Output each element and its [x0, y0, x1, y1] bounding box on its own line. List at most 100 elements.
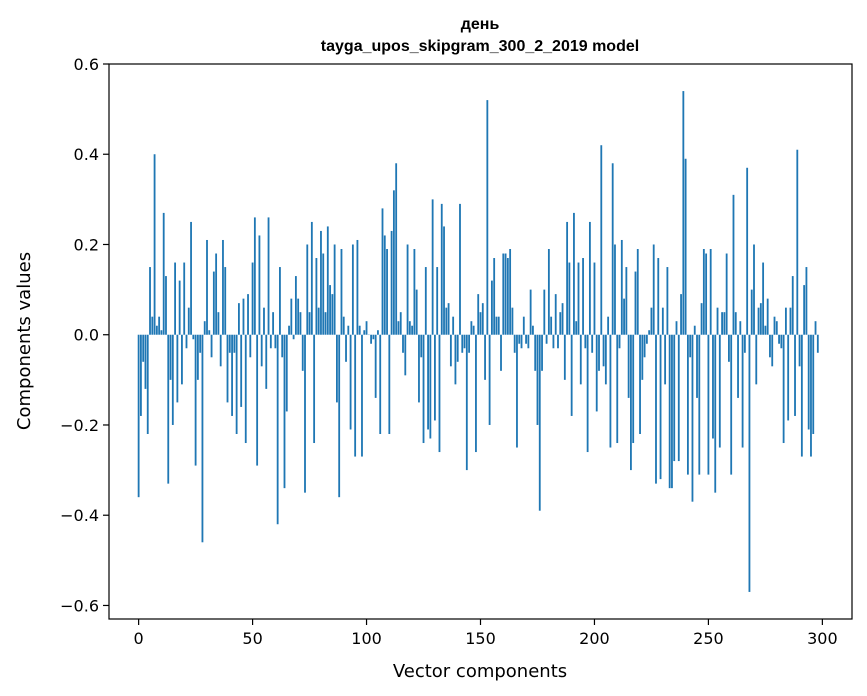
- bar: [431, 199, 434, 335]
- bar: [527, 334, 530, 349]
- bar: [557, 334, 559, 349]
- bar: [798, 334, 801, 367]
- x-tick-label: 0: [134, 629, 144, 648]
- x-tick-label: 50: [242, 629, 262, 648]
- bar: [618, 334, 621, 349]
- x-tick-label: 100: [351, 629, 382, 648]
- bar: [725, 253, 728, 335]
- bar: [258, 235, 261, 335]
- bar: [648, 330, 651, 335]
- bar: [465, 334, 468, 471]
- bar: [759, 303, 762, 335]
- bar: [534, 334, 537, 371]
- bar: [573, 212, 575, 335]
- bar: [436, 267, 439, 335]
- bar: [228, 334, 231, 353]
- bar: [490, 280, 493, 335]
- bar: [582, 258, 584, 335]
- bar: [452, 316, 455, 335]
- bar: [447, 303, 450, 335]
- bar: [728, 334, 730, 362]
- bar: [762, 262, 765, 335]
- bar: [274, 334, 277, 349]
- bar: [379, 334, 382, 434]
- bar: [522, 316, 525, 335]
- bar: [470, 321, 473, 335]
- bar: [541, 334, 543, 371]
- bar: [347, 325, 350, 335]
- bar: [413, 249, 416, 335]
- bar: [805, 267, 808, 335]
- bar: [577, 262, 580, 335]
- bar: [320, 230, 322, 335]
- bar: [495, 316, 498, 335]
- bar: [502, 253, 505, 335]
- bar: [162, 212, 165, 335]
- bar: [386, 249, 388, 335]
- bar: [183, 262, 186, 335]
- bar: [301, 334, 304, 371]
- bar: [595, 334, 598, 412]
- bar: [632, 334, 635, 444]
- bar: [219, 334, 222, 367]
- bar: [454, 334, 457, 385]
- bar: [650, 307, 653, 335]
- bar: [693, 325, 696, 335]
- bar: [484, 334, 486, 380]
- bar: [178, 280, 181, 335]
- bar: [513, 334, 516, 353]
- bar: [365, 321, 368, 335]
- bar: [356, 239, 359, 335]
- bar: [493, 258, 496, 335]
- bar: [240, 334, 243, 407]
- bar: [691, 334, 694, 502]
- bar: [165, 276, 167, 335]
- bar: [331, 294, 334, 335]
- bar: [329, 285, 331, 335]
- bar: [753, 244, 755, 335]
- bar: [714, 334, 717, 493]
- bar: [297, 298, 300, 335]
- bar: [655, 334, 657, 484]
- bar: [532, 325, 534, 335]
- bar: [253, 217, 256, 335]
- bar: [547, 249, 550, 335]
- bar: [429, 334, 432, 439]
- bar: [705, 253, 708, 335]
- bar: [244, 334, 247, 444]
- bar: [659, 334, 662, 480]
- bar: [144, 334, 147, 389]
- bar: [800, 334, 803, 457]
- bar: [600, 145, 603, 335]
- bar: [285, 334, 288, 412]
- bar: [212, 271, 215, 335]
- bar: [351, 244, 354, 335]
- bar: [267, 217, 270, 335]
- bar: [269, 334, 272, 349]
- bar: [611, 163, 614, 335]
- bar: [525, 334, 527, 344]
- bar: [222, 239, 224, 335]
- bar: [645, 334, 648, 344]
- x-tick-label: 200: [579, 629, 610, 648]
- bar: [249, 334, 252, 358]
- bar: [686, 334, 689, 475]
- bar: [324, 312, 327, 335]
- bar: [552, 334, 555, 349]
- bar: [634, 271, 637, 335]
- bar: [563, 334, 566, 380]
- bar: [395, 163, 398, 335]
- bar: [739, 321, 742, 335]
- bar: [814, 321, 817, 335]
- bar: [743, 334, 746, 353]
- bar: [561, 303, 564, 335]
- bar: [750, 289, 753, 335]
- bar: [215, 253, 218, 335]
- bar: [424, 267, 427, 335]
- bar: [203, 321, 206, 335]
- bar: [174, 262, 176, 335]
- bar: [602, 334, 605, 367]
- bar: [509, 249, 512, 335]
- bar: [764, 325, 767, 335]
- bar: [511, 307, 514, 335]
